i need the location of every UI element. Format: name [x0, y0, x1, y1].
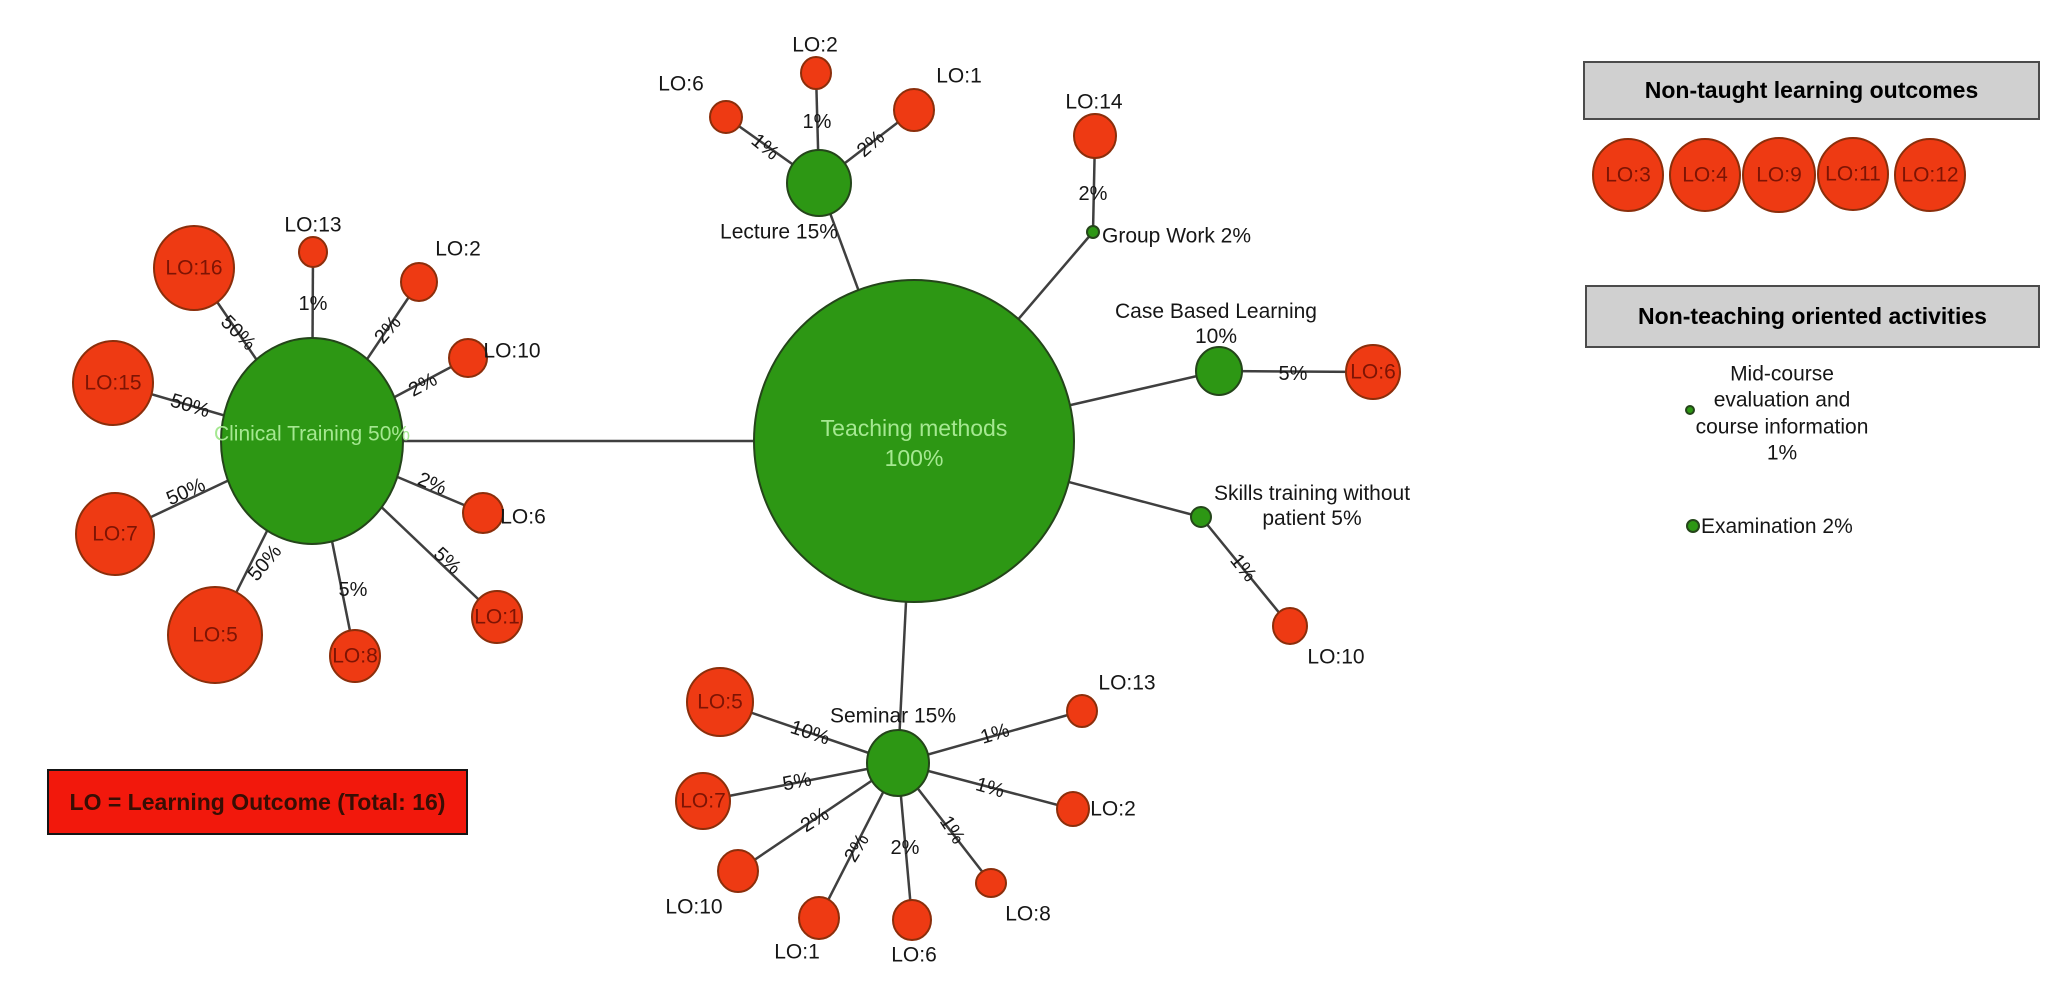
pct-groupwork-lo14: 2%	[1078, 183, 1108, 205]
label-seminar-lo5: LO:5	[697, 690, 743, 714]
label-case-based-learning: Case Based Learning 10%	[1115, 299, 1317, 348]
label-clinical-lo5: LO:5	[192, 623, 238, 647]
pct-seminar-lo6: 2%	[890, 837, 920, 859]
label-clinical-lo10: LO:10	[483, 339, 541, 363]
node-nontaught-lo11	[1817, 137, 1889, 211]
node-skills-lo10	[1272, 607, 1308, 645]
node-seminar	[866, 729, 930, 797]
node-group-work-dot	[1086, 225, 1100, 239]
label-seminar-lo8: LO:8	[1005, 902, 1051, 926]
node-clinical-lo7	[75, 492, 155, 576]
label-clinical-lo13: LO:13	[284, 213, 342, 237]
label-seminar-lo13: LO:13	[1098, 671, 1156, 695]
node-seminar-lo7	[675, 772, 731, 830]
label-clinical-lo16: LO:16	[165, 256, 223, 280]
node-nontaught-lo4	[1669, 138, 1741, 212]
legend-note: LO = Learning Outcome (Total: 16)	[47, 769, 468, 835]
node-nontaught-lo9	[1742, 137, 1816, 213]
label-clinical-lo6: LO:6	[500, 505, 546, 529]
label-clinical-lo1: LO:1	[474, 605, 520, 629]
node-case-based-learning	[1195, 346, 1243, 396]
label-clinical-lo15: LO:15	[84, 371, 142, 395]
node-skills-training-dot	[1190, 506, 1212, 528]
label-clinical-lo8: LO:8	[332, 644, 378, 668]
node-seminar-lo6	[892, 899, 932, 941]
label-nontaught-lo9: LO:9	[1756, 163, 1802, 187]
label-seminar-lo10: LO:10	[665, 895, 723, 919]
node-clinical-lo13	[298, 236, 328, 268]
node-seminar-lo10	[717, 849, 759, 893]
label-nontaught-lo11: LO:11	[1825, 162, 1881, 186]
node-clinical-lo1	[471, 590, 523, 644]
node-clinical-training	[220, 337, 404, 545]
label-nontaught-lo4: LO:4	[1682, 163, 1728, 187]
node-seminar-lo5	[686, 667, 754, 737]
label-nontaught-lo3: LO:3	[1605, 163, 1651, 187]
method-nodes	[220, 149, 1700, 797]
examination-dot	[1686, 519, 1700, 533]
pct-clinical-lo13: 1%	[298, 293, 328, 315]
node-seminar-lo2	[1056, 791, 1090, 827]
pct-cbl-lo6: 5%	[1278, 363, 1308, 385]
label-seminar-lo7: LO:7	[680, 789, 726, 813]
pct-lecture-lo2: 1%	[802, 111, 832, 133]
node-clinical-lo16	[153, 225, 235, 311]
node-lecture-lo1	[893, 88, 935, 132]
label-seminar-lo1: LO:1	[774, 940, 820, 964]
label-seminar-lo6: LO:6	[891, 943, 937, 967]
node-seminar-lo1	[798, 896, 840, 940]
pct-clinical-lo8: 5%	[338, 579, 368, 601]
midcourse-evaluation-dot	[1685, 405, 1695, 415]
node-groupwork-lo14	[1073, 113, 1117, 159]
edge	[702, 761, 899, 803]
label-seminar-lo2: LO:2	[1090, 797, 1136, 821]
node-teaching-methods	[753, 279, 1075, 603]
node-seminar-lo8	[975, 868, 1007, 898]
label-lecture-lo6: LO:6	[658, 72, 704, 96]
node-seminar-lo13	[1066, 694, 1098, 728]
label-clinical-training: Clinical Training 50%	[213, 422, 411, 446]
label-examination: Examination 2%	[1701, 514, 1853, 538]
outcome-nodes	[72, 56, 1966, 941]
node-clinical-lo10	[448, 338, 488, 378]
node-lecture	[786, 149, 852, 217]
label-midcourse-evaluation: Mid-course evaluation and course informa…	[1695, 362, 1869, 465]
node-lecture-lo6	[709, 100, 743, 134]
node-nontaught-lo12	[1894, 138, 1966, 212]
node-clinical-lo8	[329, 629, 381, 683]
node-clinical-lo15	[72, 340, 154, 426]
node-clinical-lo5	[167, 586, 263, 684]
label-nontaught-lo12: LO:12	[1901, 163, 1959, 187]
label-teaching-methods: Teaching methods 100%	[820, 415, 1008, 471]
panel-non-teaching-header: Non-teaching oriented activities	[1585, 285, 2040, 348]
label-skills-training: Skills training without patient 5%	[1213, 481, 1411, 530]
label-group-work: Group Work 2%	[1102, 224, 1251, 248]
label-groupwork-lo14: LO:14	[1065, 90, 1123, 114]
node-clinical-lo2	[400, 262, 438, 302]
edge	[1200, 516, 1291, 627]
label-cbl-lo6: LO:6	[1350, 360, 1396, 384]
label-lecture: Lecture 15%	[720, 220, 838, 244]
node-nontaught-lo3	[1592, 138, 1664, 212]
label-clinical-lo2: LO:2	[435, 237, 481, 261]
label-skills-lo10: LO:10	[1307, 645, 1365, 669]
node-lecture-lo2	[800, 56, 832, 90]
panel-non-taught-header: Non-taught learning outcomes	[1583, 61, 2040, 120]
label-seminar: Seminar 15%	[829, 704, 957, 728]
label-lecture-lo2: LO:2	[792, 33, 838, 57]
label-clinical-lo7: LO:7	[92, 522, 138, 546]
node-cbl-lo6	[1345, 344, 1401, 400]
node-clinical-lo6	[462, 492, 504, 534]
label-lecture-lo1: LO:1	[936, 64, 982, 88]
